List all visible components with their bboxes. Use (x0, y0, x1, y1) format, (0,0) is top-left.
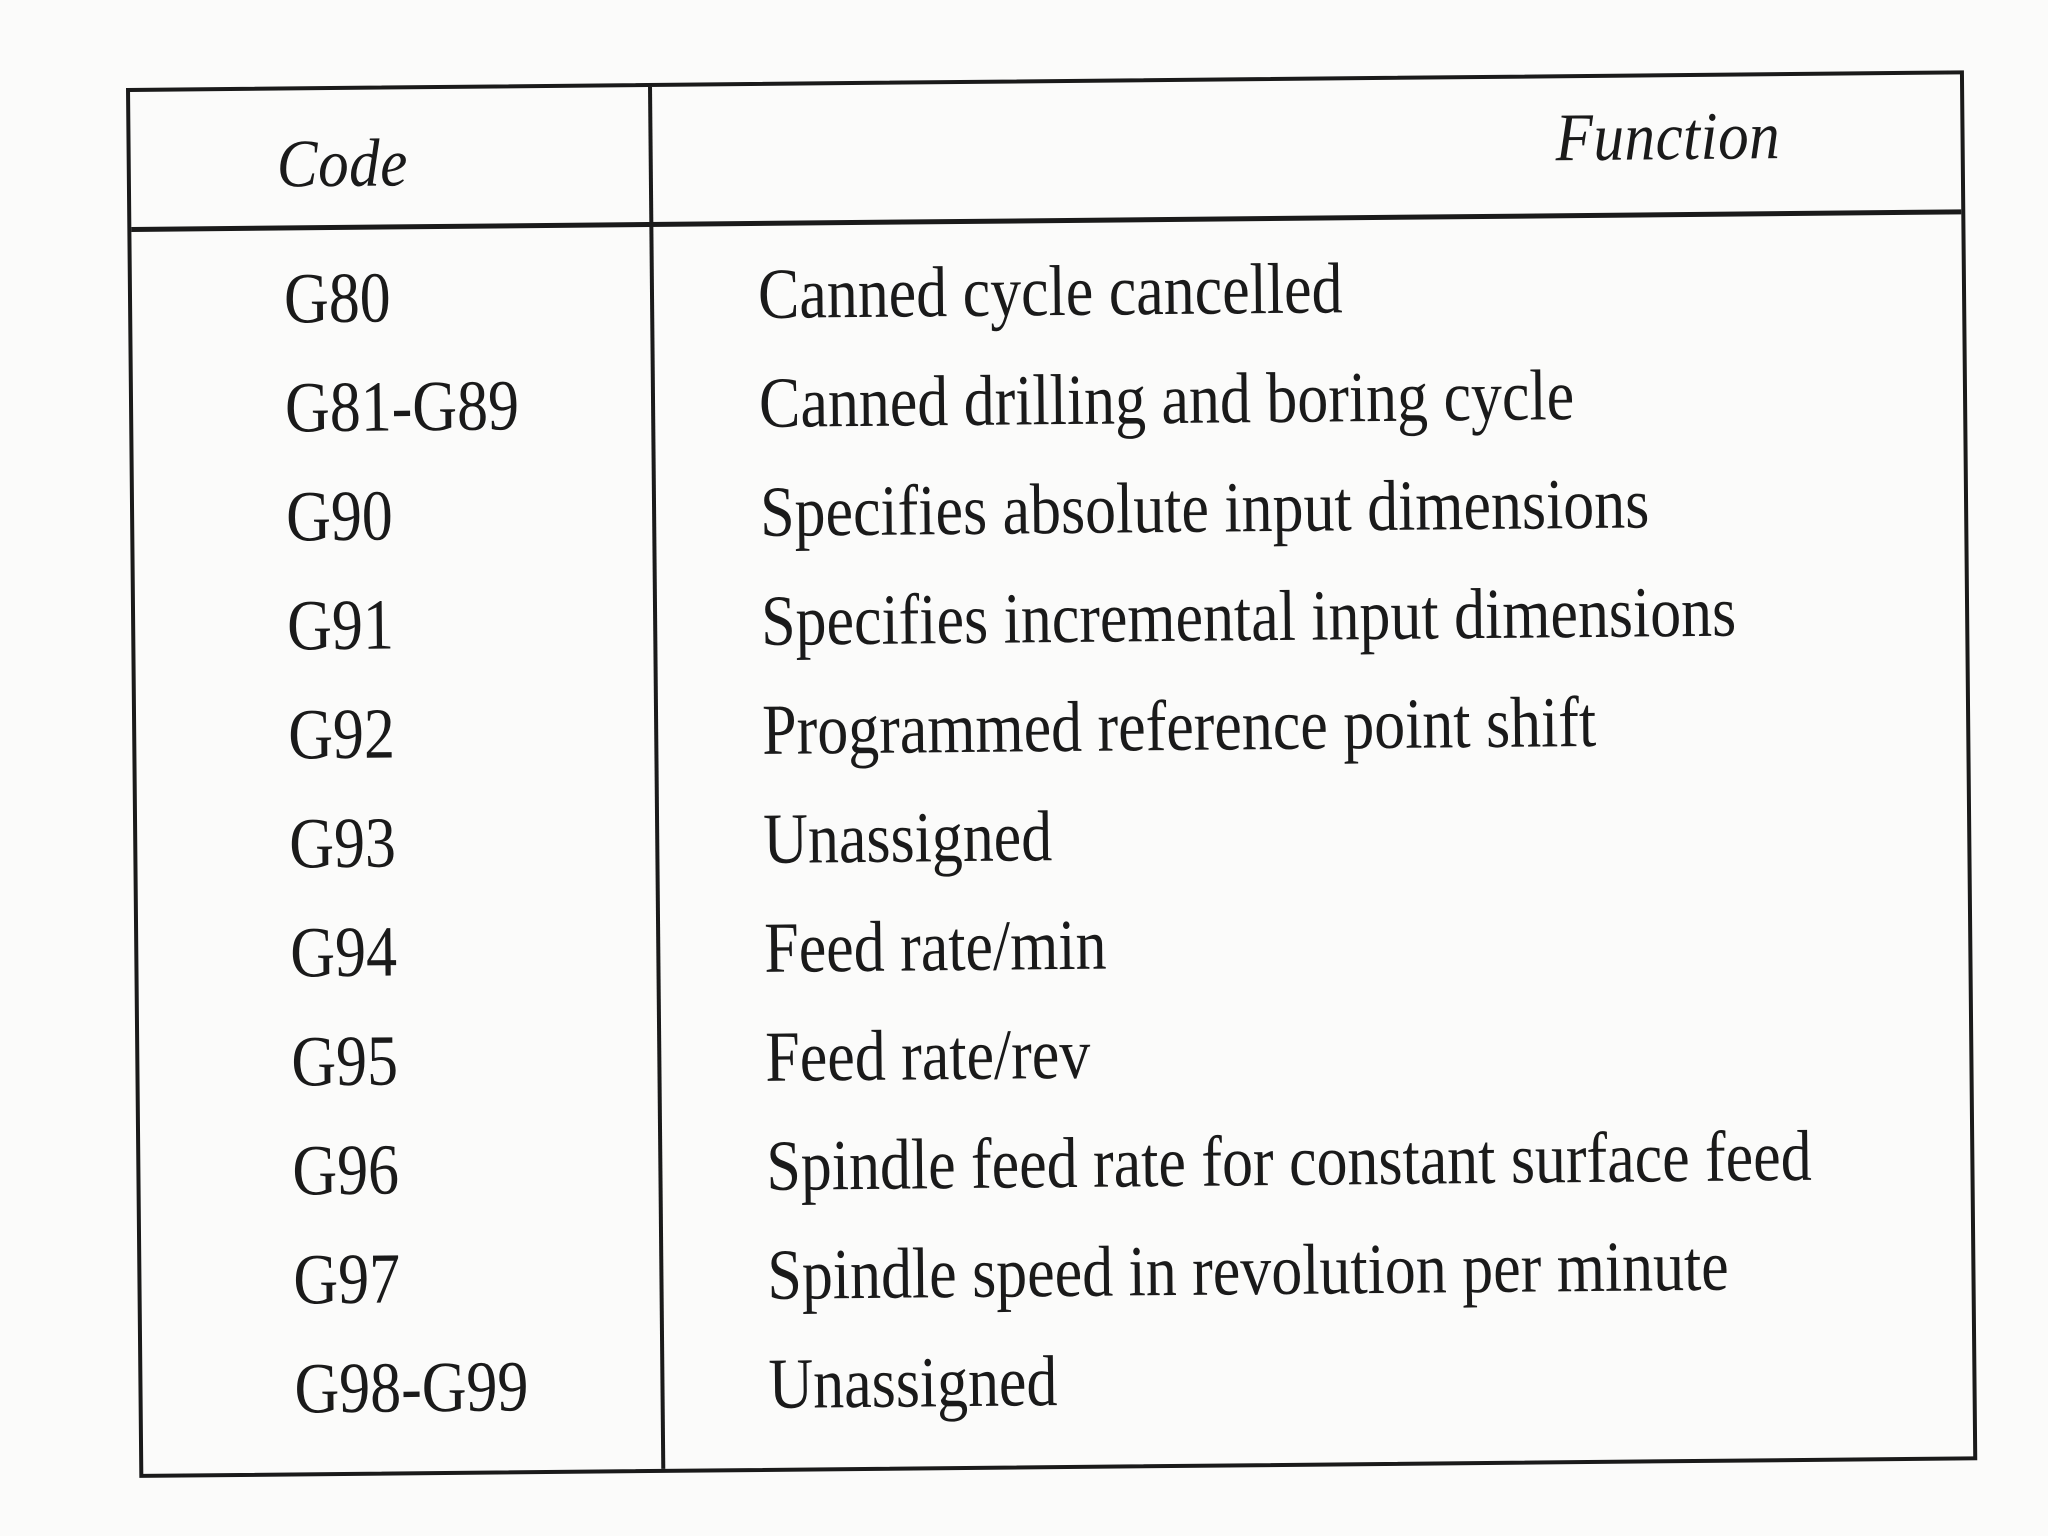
code-cell: G93 (288, 802, 397, 884)
table-row: G90 Specifies absolute input dimensions (134, 460, 1965, 587)
table-body: G80 Canned cycle cancelled G81-G89 Canne… (132, 242, 1973, 1459)
code-cell: G91 (286, 584, 395, 666)
table-row: G91 Specifies incremental input dimensio… (135, 569, 1966, 696)
function-cell: Canned cycle cancelled (757, 248, 1343, 334)
function-cell: Feed rate/rev (764, 1013, 1091, 1097)
function-cell: Programmed reference point shift (761, 681, 1597, 770)
code-cell: G81-G89 (284, 365, 520, 448)
function-cell: Specifies incremental input dimensions (760, 571, 1737, 661)
table-header-row: Code Function (130, 74, 1962, 232)
column-header-function: Function (1555, 97, 1781, 176)
function-cell: Canned drilling and boring cycle (758, 355, 1575, 443)
code-cell: G80 (283, 257, 392, 339)
table-row: G81-G89 Canned drilling and boring cycle (133, 351, 1964, 478)
table-row: G93 Unassigned (137, 787, 1968, 914)
function-cell: Feed rate/min (763, 904, 1107, 988)
gcode-table: Code Function G80 Canned cycle cancelled… (126, 70, 1978, 1478)
code-cell: G97 (293, 1238, 401, 1320)
code-cell: G96 (292, 1129, 400, 1211)
table-row: G92 Programmed reference point shift (136, 678, 1967, 805)
function-cell: Unassigned (768, 1341, 1058, 1424)
function-cell: Unassigned (762, 796, 1053, 879)
table-row: G94 Feed rate/min (138, 896, 1969, 1023)
table-row: G95 Feed rate/rev (139, 1005, 1970, 1132)
code-cell: G92 (287, 693, 396, 775)
code-cell: G95 (290, 1020, 399, 1102)
function-cell: Spindle speed in revolution per minute (767, 1225, 1730, 1315)
column-header-code: Code (276, 124, 409, 202)
code-cell: G98-G99 (294, 1346, 529, 1429)
table-row: G97 Spindle speed in revolution per minu… (141, 1223, 1972, 1350)
table-row: G80 Canned cycle cancelled (132, 242, 1963, 369)
table-row: G96 Spindle feed rate for constant surfa… (140, 1114, 1971, 1241)
function-cell: Spindle feed rate for constant surface f… (765, 1115, 1812, 1206)
code-cell: G90 (285, 475, 394, 557)
code-cell: G94 (289, 911, 398, 993)
table-row: G98-G99 Unassigned (142, 1332, 1973, 1459)
function-cell: Specifies absolute input dimensions (759, 463, 1650, 552)
